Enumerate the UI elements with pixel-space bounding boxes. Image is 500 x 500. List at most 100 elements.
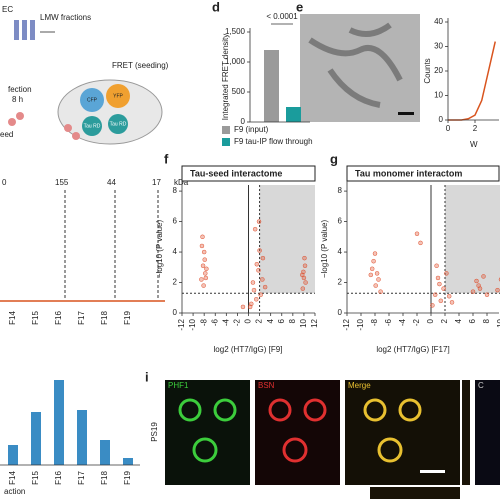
label: CFP [87, 97, 98, 103]
fraction-label: F14 [8, 311, 17, 325]
y-tick-label: 2 [338, 278, 343, 287]
bar [31, 412, 41, 465]
seed [72, 132, 80, 140]
point [203, 271, 208, 276]
y-tick-label: 6 [173, 217, 178, 226]
fibrils [308, 22, 403, 108]
fraction-label: F19 [123, 471, 132, 485]
x-tick-label: 0 [426, 318, 435, 323]
label: EC [2, 5, 13, 14]
y-axis-label: −log10 (P value) [320, 220, 329, 279]
image-c [475, 380, 500, 485]
micrograph [300, 14, 420, 122]
fraction-label: F17 [77, 471, 86, 485]
cell-ring [213, 398, 237, 422]
y-tick-label: 0 [338, 308, 343, 317]
cell-ring [377, 437, 403, 463]
y-tick-label: 2 [173, 278, 178, 287]
fraction-label: F18 [100, 311, 109, 325]
panel-letter: i [145, 369, 149, 384]
fraction-tube [22, 20, 27, 40]
unit: kDa [174, 178, 189, 187]
point [449, 300, 455, 305]
point [495, 287, 500, 293]
fraction-bars: action [0, 380, 140, 496]
label: eed [0, 130, 13, 139]
channel-label: Merge [348, 381, 371, 390]
x-tick-label: 4 [454, 318, 463, 323]
fraction-label: F16 [54, 471, 63, 485]
fraction-label: F15 [31, 311, 40, 325]
x-tick-label: -12 [177, 318, 186, 330]
y-tick-label: 20 [434, 66, 443, 75]
legend-label: F9 tau-IP flow through [234, 137, 313, 146]
channel-label: BSN [258, 381, 275, 390]
point [200, 263, 206, 269]
y-axis-label: Counts [423, 58, 432, 83]
point [254, 297, 259, 302]
image-bsn [255, 380, 340, 485]
point [374, 271, 380, 276]
y-tick-label: 6 [338, 217, 343, 226]
cell-ring [282, 437, 308, 463]
x-tick-label: 6 [277, 318, 286, 323]
point [484, 292, 490, 297]
point [257, 248, 262, 253]
fraction-label: F14 [8, 471, 17, 485]
scale-bar [398, 112, 414, 115]
y-tick-label: 1,500 [225, 27, 246, 36]
channel-label: C [478, 381, 484, 390]
bar [264, 50, 279, 122]
channel-label: PHF1 [168, 381, 189, 390]
x-tick-label: 8 [288, 318, 297, 323]
y-tick-label: 40 [434, 17, 443, 26]
x-tick-label: 2 [440, 318, 449, 323]
point [372, 251, 378, 256]
y-tick-label: 4 [338, 247, 343, 256]
x-axis-label: log2 (HT7/IgG) [F9] [214, 345, 283, 354]
point [256, 268, 261, 273]
fraction-label: F18 [100, 471, 109, 485]
point [300, 272, 305, 278]
x-tick-label: -2 [412, 318, 421, 326]
x-tick-label: 2 [255, 318, 264, 323]
point [368, 272, 374, 278]
title-box [346, 165, 500, 182]
label: YFP [113, 93, 123, 99]
scale-bar [420, 470, 445, 473]
fraction-label: F16 [54, 311, 63, 325]
point [373, 283, 378, 288]
point [438, 298, 444, 304]
tau-rd [108, 114, 128, 134]
bar [77, 410, 87, 465]
point [474, 278, 479, 284]
y-axis-label: Integrated FRET density [221, 34, 230, 121]
point [252, 226, 258, 232]
panel-letter: d [212, 0, 220, 14]
point [258, 292, 263, 297]
point [302, 263, 308, 269]
panel-i: PHF1 BSN Merge C PS19 [150, 380, 500, 499]
x-tick-label: 12 [310, 318, 319, 327]
schematic: EC LMW fractions FRET (seeding) fection … [0, 5, 169, 145]
point [204, 266, 209, 272]
point [446, 293, 452, 299]
bar [286, 107, 301, 122]
x-axis-label: log2 (HT7/IgG) [F17] [376, 345, 449, 354]
legend-swatch [222, 126, 230, 134]
significance-region [445, 185, 500, 294]
axes [447, 18, 499, 121]
x-tick-label: 4 [266, 318, 275, 323]
fraction-tube [14, 20, 19, 40]
x-tick-label: -10 [188, 318, 197, 330]
seed [16, 112, 24, 120]
label: LMW fractions [40, 13, 91, 22]
point [300, 286, 306, 291]
x-tick-label: -10 [356, 318, 365, 330]
bar [100, 440, 110, 465]
line [448, 41, 496, 121]
x-tick-label: -2 [233, 318, 242, 326]
image-strip [462, 380, 470, 485]
point [254, 261, 260, 267]
seed [64, 124, 72, 132]
